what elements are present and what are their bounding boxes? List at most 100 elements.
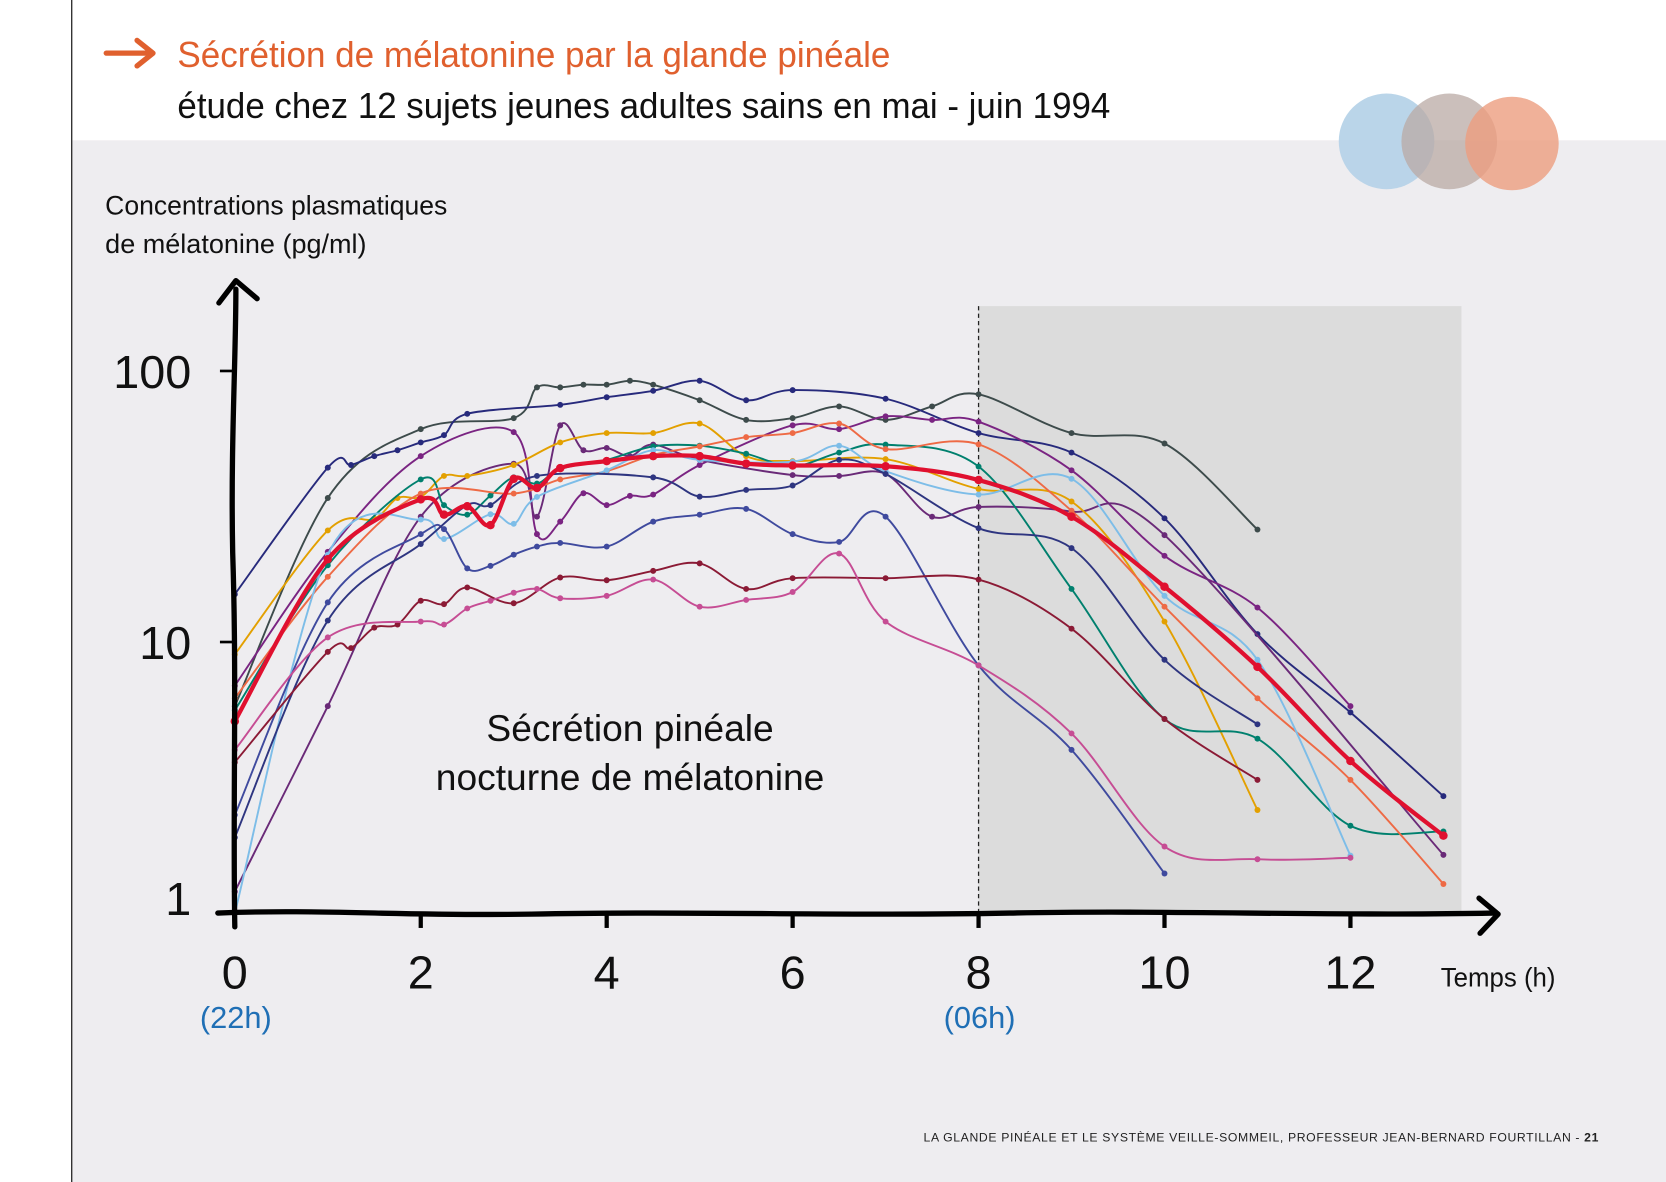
x-axis-arrowhead — [1476, 895, 1501, 936]
data-point — [557, 401, 564, 408]
page-subtitle: étude chez 12 sujets jeunes adultes sain… — [177, 85, 1110, 126]
data-point — [324, 573, 331, 580]
data-point — [603, 394, 610, 401]
data-point — [324, 464, 331, 471]
data-point — [1067, 512, 1076, 521]
data-point — [510, 551, 517, 558]
data-point — [487, 562, 494, 569]
data-point — [929, 403, 936, 410]
data-point — [1068, 467, 1075, 474]
data-point — [696, 461, 703, 468]
data-point — [1161, 515, 1168, 522]
data-point — [650, 447, 657, 454]
data-point — [743, 596, 750, 603]
data-point — [789, 430, 796, 437]
data-point — [416, 495, 425, 504]
data-point — [1161, 870, 1168, 877]
data-point — [696, 443, 703, 450]
mean-series — [230, 451, 1448, 840]
data-point — [882, 413, 889, 420]
data-point — [441, 502, 447, 509]
data-point — [441, 472, 447, 479]
annotation-line1: Sécrétion pinéale — [486, 707, 773, 749]
data-point — [696, 603, 703, 610]
data-point — [557, 574, 564, 581]
data-point — [510, 600, 517, 607]
data-point — [650, 430, 657, 437]
data-point — [464, 511, 471, 518]
annotation-line2: nocturne de mélatonine — [436, 756, 825, 798]
logo-circle-salmon — [1465, 96, 1559, 191]
data-point — [650, 567, 657, 574]
data-point — [1068, 585, 1075, 592]
data-point — [509, 474, 518, 484]
data-point — [696, 397, 703, 404]
right-arrow-icon — [103, 37, 156, 69]
x-tick-label: 10 — [1138, 947, 1190, 999]
data-point — [975, 391, 982, 398]
data-point — [324, 703, 331, 710]
x-tick-label: 0 — [222, 947, 248, 999]
data-point — [789, 482, 796, 489]
y-tick-label: 1 — [165, 873, 191, 925]
data-point — [532, 483, 542, 493]
data-point — [836, 456, 843, 463]
data-point — [324, 648, 331, 655]
data-point — [1068, 475, 1075, 482]
data-point — [1254, 856, 1261, 863]
data-point — [603, 444, 610, 451]
data-point — [882, 470, 889, 477]
data-point — [464, 584, 471, 591]
data-point — [836, 550, 843, 557]
subject-series-11 — [231, 560, 1261, 783]
data-point — [417, 453, 424, 460]
data-point — [836, 472, 843, 479]
footer-text: LA GLANDE PINÉALE ET LE SYSTÈME VEILLE-S… — [924, 1130, 1585, 1145]
data-point — [324, 599, 331, 606]
data-point — [580, 490, 587, 497]
data-point — [533, 472, 540, 479]
data-point — [743, 434, 750, 441]
data-point — [1254, 735, 1261, 742]
data-point — [836, 442, 843, 449]
data-point — [603, 381, 610, 388]
data-point — [1347, 822, 1354, 829]
data-point — [1254, 604, 1261, 611]
data-point — [650, 518, 657, 525]
data-point — [975, 430, 982, 437]
data-point — [1161, 843, 1168, 850]
data-point — [743, 450, 750, 457]
data-point — [975, 485, 982, 492]
x-tick-label: 8 — [966, 947, 992, 999]
data-point — [788, 461, 797, 470]
data-point — [510, 490, 517, 497]
data-point — [417, 516, 424, 523]
data-point — [1254, 526, 1261, 533]
data-point — [603, 502, 610, 509]
data-point — [533, 513, 540, 520]
series-line — [233, 458, 1259, 838]
data-point — [441, 621, 447, 628]
data-point — [975, 576, 982, 583]
data-point — [1253, 662, 1262, 672]
data-point — [557, 439, 564, 446]
subject-series-7 — [231, 420, 1447, 887]
subject-series-9 — [231, 505, 1168, 877]
data-point — [394, 621, 401, 628]
x-tick-label: 12 — [1324, 947, 1376, 999]
data-point — [696, 560, 703, 567]
data-point — [603, 467, 610, 474]
data-point — [1254, 656, 1261, 663]
data-point — [324, 617, 331, 624]
data-point — [648, 451, 658, 461]
data-point — [464, 605, 471, 612]
data-point — [441, 526, 447, 533]
data-point — [974, 475, 983, 485]
x-clock-label: (22h) — [200, 1000, 272, 1035]
data-point — [324, 527, 331, 534]
data-point — [348, 461, 354, 468]
data-point — [650, 387, 657, 394]
data-point — [882, 446, 889, 453]
data-point — [741, 459, 751, 468]
data-point — [557, 595, 564, 602]
